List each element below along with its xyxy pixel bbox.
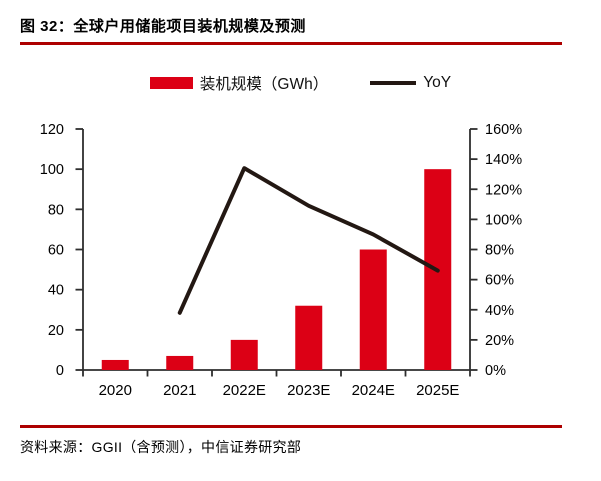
- right-axis-tick-label: 160%: [485, 122, 522, 138]
- yoy-line: [177, 166, 440, 315]
- legend-item-yoy: YoY: [370, 74, 451, 92]
- right-axis-tick-label: 0%: [485, 363, 506, 379]
- figure-title: 图 32：全球户用储能项目装机规模及预测: [20, 18, 306, 35]
- left-axis-tick-label: 20: [48, 323, 64, 339]
- source-divider: [20, 425, 562, 428]
- x-axis-label: 2021: [163, 382, 196, 399]
- left-axis-tick-label: 100: [40, 162, 64, 178]
- source-note: 资料来源：GGII（含预测），中信证券研究部: [20, 439, 302, 455]
- bar-2023E: [295, 305, 323, 370]
- right-axis-tick-label: 100%: [485, 212, 522, 228]
- right-axis-tick-label: 80%: [485, 243, 514, 259]
- x-axis-label: 2025E: [416, 382, 459, 399]
- legend-item-installed-capacity: 装机规模（GWh）: [149, 72, 329, 94]
- left-axis-tick-label: 40: [48, 283, 64, 299]
- chart-legend: 装机规模（GWh） YoY: [0, 70, 601, 96]
- right-axis-tick-label: 40%: [485, 303, 514, 319]
- left-axis-tick-label: 80: [48, 202, 64, 218]
- legend-label-yoy: YoY: [423, 74, 452, 91]
- right-axis-tick-label: 120%: [485, 182, 522, 198]
- left-axis-tick-label: 0: [56, 363, 64, 379]
- bar-2021: [166, 355, 194, 370]
- x-axis-label: 2024E: [352, 382, 395, 399]
- bar-series-swatch-icon: [149, 77, 193, 89]
- right-axis-tick-label: 20%: [485, 333, 514, 349]
- left-axis-tick-label: 120: [40, 122, 64, 138]
- right-axis-tick-label: 140%: [485, 152, 522, 168]
- combo-chart: 0 20 40 60 80 100 120 0% 20% 40% 60% 80% 100% 120% 140…: [40, 122, 522, 399]
- bar-2022E: [230, 339, 258, 370]
- left-axis-tick-label: 60: [48, 243, 64, 259]
- line-series-swatch-icon: [370, 81, 417, 85]
- bar-2020: [101, 359, 129, 370]
- x-axis-label: 2023E: [287, 382, 330, 399]
- bar-2024E: [359, 249, 387, 370]
- x-axis-label: 2022E: [223, 382, 266, 399]
- title-underline: [20, 42, 562, 45]
- right-axis-tick-label: 60%: [485, 273, 514, 289]
- x-axis-label: 2020: [99, 382, 132, 399]
- legend-label-installed-capacity: 装机规模（GWh）: [199, 76, 329, 93]
